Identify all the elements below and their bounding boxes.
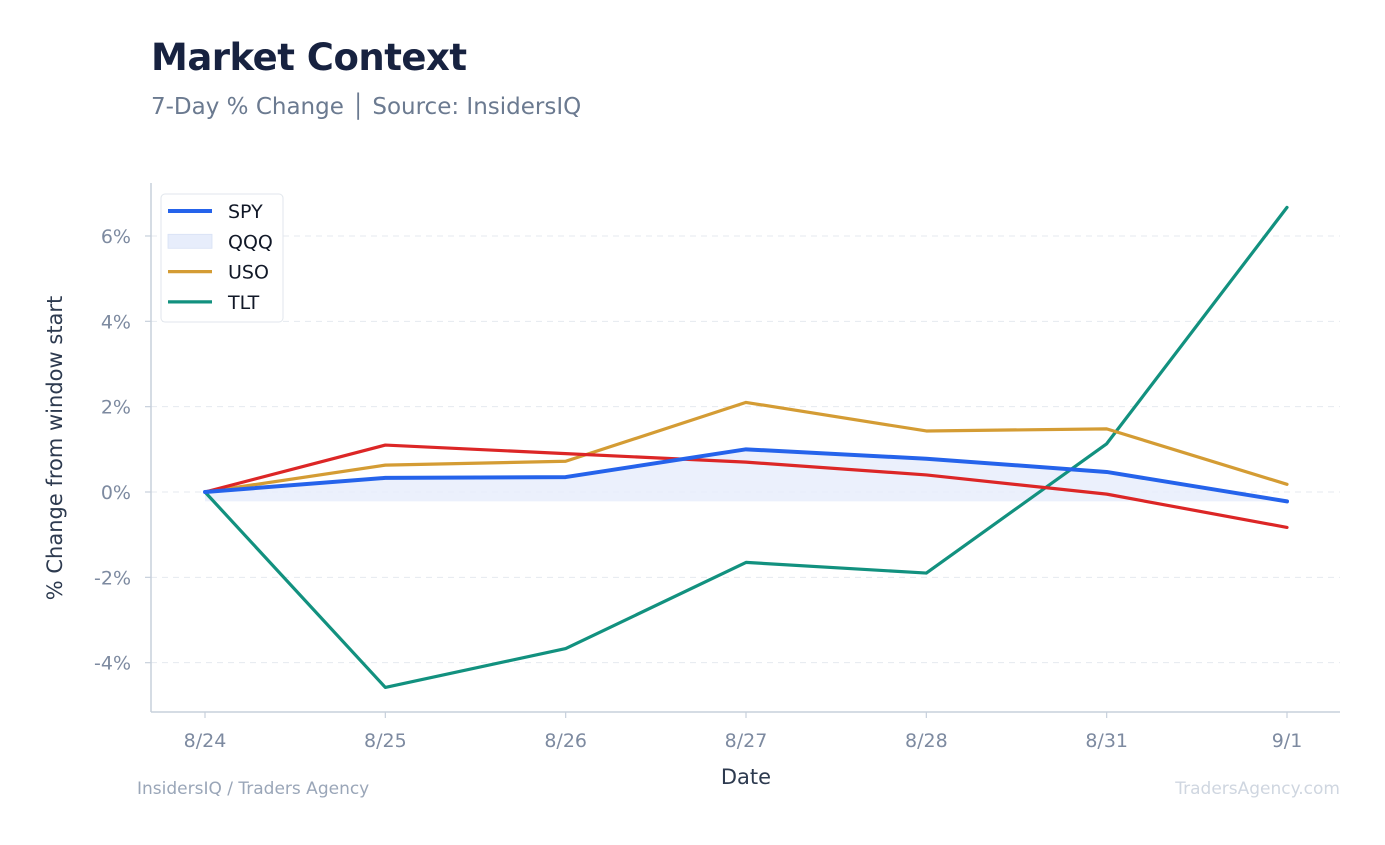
series-lines [203,205,1289,690]
y-tick-label: 4% [101,311,131,333]
x-tick-label: 8/26 [544,730,587,752]
legend: SPY QQQ USO TLT [160,193,284,323]
chart-subtitle: 7-Day % Change │ Source: InsidersIQ [151,94,582,120]
legend-label-tlt: TLT [227,292,260,314]
x-tick-label: 8/25 [364,730,407,752]
legend-swatch-qqq [167,233,213,249]
x-tick-label: 8/24 [184,730,227,752]
x-tick-label: 8/28 [905,730,948,752]
y-tick-label: 0% [101,482,131,504]
x-tick-label: 8/31 [1085,730,1128,752]
y-axis-title: % Change from window start [43,296,67,601]
legend-items: SPY QQQ USO TLT [167,201,273,314]
footer-site: TradersAgency.com [1175,779,1340,799]
chart-title: Market Context [151,36,467,79]
spy-range-fill [205,449,1287,502]
legend-label-spy: SPY [228,201,263,223]
legend-label-qqq: QQQ [228,231,273,253]
legend-box [160,193,284,323]
series-line-qqq [203,443,1289,530]
y-tick-label: 2% [101,397,131,419]
x-tick-label: 8/27 [725,730,768,752]
y-tick-label: -4% [94,653,131,675]
x-axis-title: Date [721,765,771,789]
footer-credit: InsidersIQ / Traders Agency [137,779,370,799]
series-line-spy [203,447,1289,504]
spy-band [205,449,1287,502]
tick-labels: -4% -2% 0% 2% 4% 6% 8/24 8/25 8/26 8/27 8/28 8/31 9/… [94,226,1302,752]
series-line-uso [203,400,1289,494]
series-line-tlt [203,205,1289,690]
y-tick-label: 6% [101,226,131,248]
y-tick-label: -2% [94,567,131,589]
legend-label-uso: USO [228,262,269,284]
x-tick-label: 9/1 [1272,730,1303,752]
